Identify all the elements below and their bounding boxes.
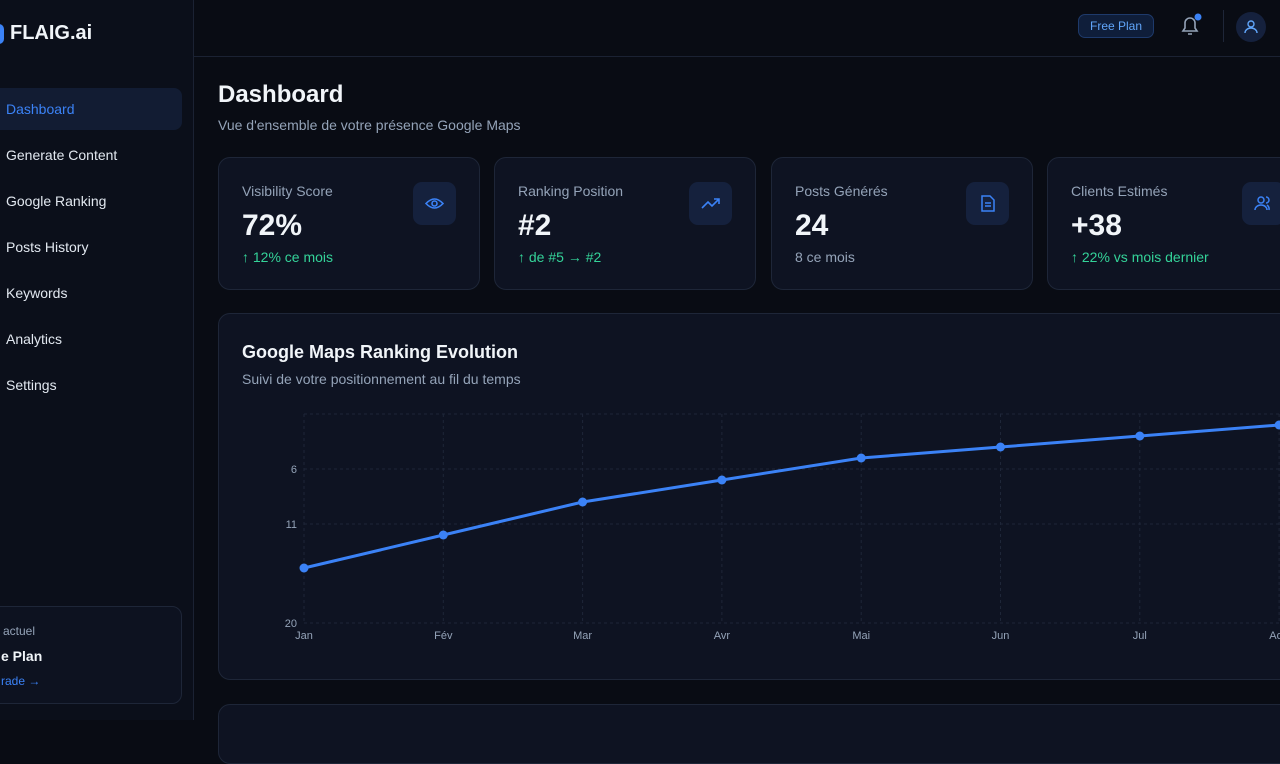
y-tick-label: 20: [285, 618, 297, 630]
stat-note: 8 ce mois: [795, 249, 855, 265]
stat-note: ↑ 12% ce mois: [242, 249, 334, 265]
divider: [1223, 10, 1224, 42]
stat-card: Posts Générés 24 8 ce mois: [771, 157, 1033, 290]
line: [303, 423, 1280, 570]
point: [1274, 420, 1280, 430]
avatar[interactable]: [1235, 11, 1267, 43]
y-tick-label: 11: [286, 519, 297, 531]
nav-item[interactable]: Dashboard: [0, 88, 182, 130]
stat-value: +38: [1071, 209, 1122, 242]
notification-bell[interactable]: [1177, 13, 1203, 39]
page-title: Dashboard: [218, 81, 344, 108]
logo: FLAIG.ai: [10, 22, 93, 44]
x-tick-label: Mai: [852, 630, 870, 642]
point: [856, 453, 866, 463]
plan-box: actuel e Plan rade →: [0, 606, 182, 704]
stat-icon: [689, 182, 732, 225]
nav-item[interactable]: Keywords: [6, 285, 68, 301]
chart-subtitle: Suivi de votre positionnement au fil du …: [242, 371, 521, 387]
y-tick-label: 6: [291, 464, 297, 476]
stat-value: 72%: [242, 209, 303, 242]
point: [996, 442, 1005, 452]
x-tick-label: Fév: [434, 630, 453, 642]
logo-icon: [0, 24, 4, 44]
stat-card: Visibility Score 72% ↑ 12% ce mois: [218, 157, 480, 290]
nav-item[interactable]: Settings: [6, 377, 57, 393]
point: [578, 497, 588, 507]
stat-label: Visibility Score: [242, 183, 333, 199]
plan-name: e Plan: [1, 648, 43, 664]
topbar: Free Plan: [194, 0, 1280, 57]
plan-label: actuel: [3, 624, 36, 638]
point: [438, 530, 448, 540]
stat-icon: [413, 182, 456, 225]
stat-value: 24: [795, 209, 829, 242]
chart-card: Google Maps Ranking Evolution Suivi de v…: [218, 313, 1280, 680]
nav-item[interactable]: Posts History: [6, 239, 89, 255]
page-subtitle: Vue d'ensemble de votre présence Google …: [218, 117, 521, 133]
stat-icon: [1242, 182, 1280, 225]
x-tick-label: Jul: [1133, 630, 1147, 642]
stat-note: ↑ de #5 → #2: [518, 249, 602, 265]
x-tick-label: Mar: [573, 630, 592, 642]
nav-item[interactable]: Analytics: [6, 331, 63, 347]
stat-note: ↑ 22% vs mois dernier: [1071, 249, 1209, 265]
stat-value: #2: [518, 209, 552, 242]
stat-label: Clients Estimés: [1071, 183, 1168, 199]
x-tick-label: Jan: [295, 630, 313, 642]
sidebar: FLAIG.ai Dashboard Generate Content Goog…: [0, 0, 194, 720]
chart-title: Google Maps Ranking Evolution: [242, 342, 519, 362]
stat-icon: [966, 182, 1009, 225]
plan-badge[interactable]: Free Plan: [1078, 14, 1155, 38]
nav-item[interactable]: Generate Content: [6, 147, 118, 163]
point: [299, 563, 309, 573]
stat-card: Clients Estimés +38 ↑ 22% vs mois dernie…: [1047, 157, 1280, 290]
x-tick-label: Aoû: [1269, 630, 1280, 642]
next-card: [218, 704, 1280, 764]
point: [1135, 431, 1145, 441]
nav-item[interactable]: Google Ranking: [6, 193, 107, 209]
upgrade-link[interactable]: rade →: [1, 674, 41, 688]
x-tick-label: Jun: [992, 630, 1010, 642]
stat-card: Ranking Position #2 ↑ de #5 → #2: [494, 157, 756, 290]
stat-label: Posts Générés: [795, 183, 888, 199]
x-tick-label: Avr: [714, 630, 731, 642]
point: [717, 475, 727, 485]
stat-label: Ranking Position: [518, 183, 624, 199]
